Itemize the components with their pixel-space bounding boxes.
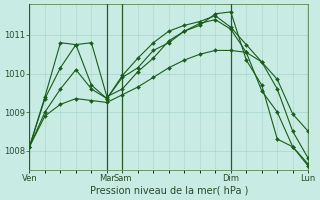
X-axis label: Pression niveau de la mer( hPa ): Pression niveau de la mer( hPa ) [90, 186, 248, 196]
